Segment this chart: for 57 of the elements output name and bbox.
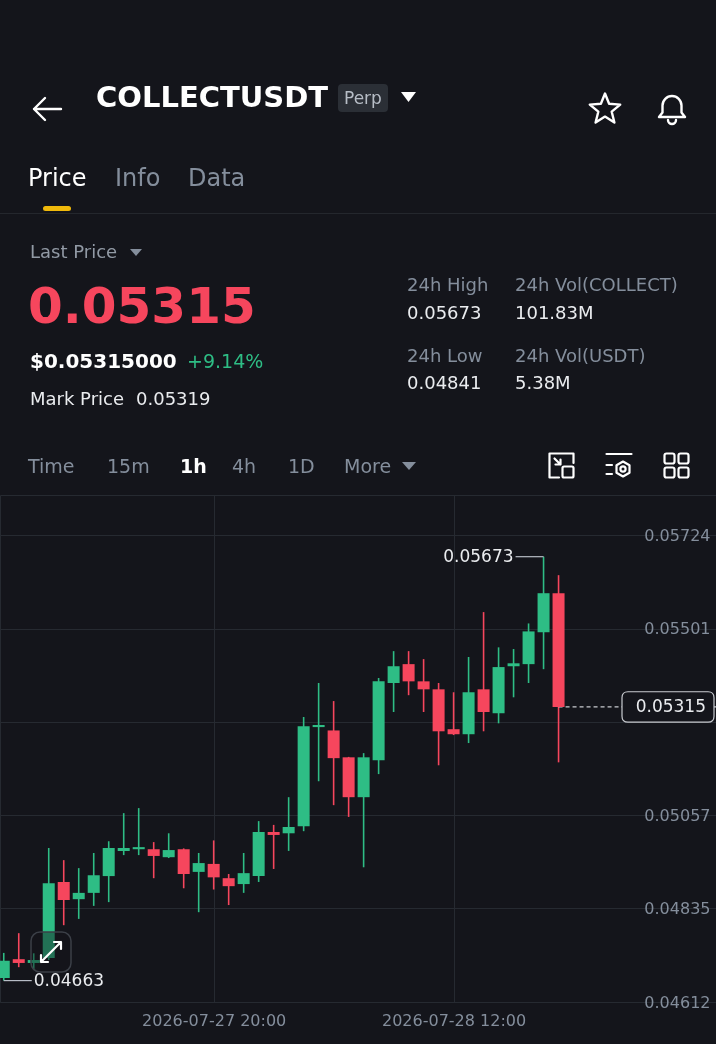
text: 0.04841 (407, 372, 482, 394)
candlestick (507, 648, 520, 699)
candlestick (387, 650, 400, 713)
text: 24h Vol(COLLECT) (515, 274, 678, 296)
candlestick (312, 682, 325, 783)
candlestick (417, 658, 430, 713)
candlestick (237, 852, 250, 894)
text: 101.83M (515, 302, 594, 324)
y-tick-label: 0.04612 (644, 992, 711, 1012)
text: Price (28, 164, 87, 193)
text: Time (28, 455, 75, 478)
candlestick (72, 867, 85, 920)
text: 4h (232, 455, 257, 478)
text: More (344, 455, 392, 478)
candlestick (402, 650, 415, 696)
candlestick (57, 859, 70, 926)
text: COLLECTUSDT (96, 80, 329, 115)
text: Mark Price (30, 388, 125, 410)
x-tick-label: 2026-07-27 20:00 (142, 1010, 287, 1030)
text: Last Price (30, 241, 118, 263)
text: 24h High (407, 274, 489, 296)
candlestick (447, 691, 460, 736)
y-tick-label: 0.05057 (644, 805, 711, 825)
text: 1D (288, 455, 315, 478)
candlestick (222, 873, 235, 906)
text: 0.05315 (28, 276, 256, 336)
candlestick (267, 824, 280, 870)
candlestick (117, 812, 130, 856)
candlestick (132, 807, 145, 856)
y-tick-label: 0.04835 (644, 898, 711, 918)
annotation: 0.04663 (33, 969, 105, 990)
candlestick (162, 832, 175, 859)
text: 0.05673 (407, 302, 482, 324)
text: Data (188, 164, 246, 193)
text: Perp (344, 88, 382, 108)
candlestick (147, 841, 160, 879)
candlestick (192, 852, 205, 913)
text: 24h Low (407, 345, 483, 367)
text: 1h (180, 455, 207, 478)
y-tick-label: 0.05501 (644, 619, 711, 639)
candlestick (207, 839, 220, 891)
candlestick (282, 796, 295, 852)
text: 0.05319 (136, 388, 211, 410)
text: 15m (107, 455, 150, 478)
text: 5.38M (515, 372, 571, 394)
ref-line-label: 0.05315 (635, 695, 706, 716)
text: Info (115, 164, 161, 193)
y-tick-label: 0.05724 (644, 525, 711, 545)
candlestick (477, 611, 490, 733)
text: +9.14% (187, 350, 264, 373)
text: $0.05315000 (30, 349, 177, 373)
x-tick-label: 2026-07-28 12:00 (382, 1010, 527, 1030)
candlestick (87, 852, 100, 907)
text: 24h Vol(USDT) (515, 345, 646, 367)
annotation: 0.05673 (443, 545, 514, 566)
candlestick (27, 952, 40, 971)
candlestick (12, 932, 25, 968)
